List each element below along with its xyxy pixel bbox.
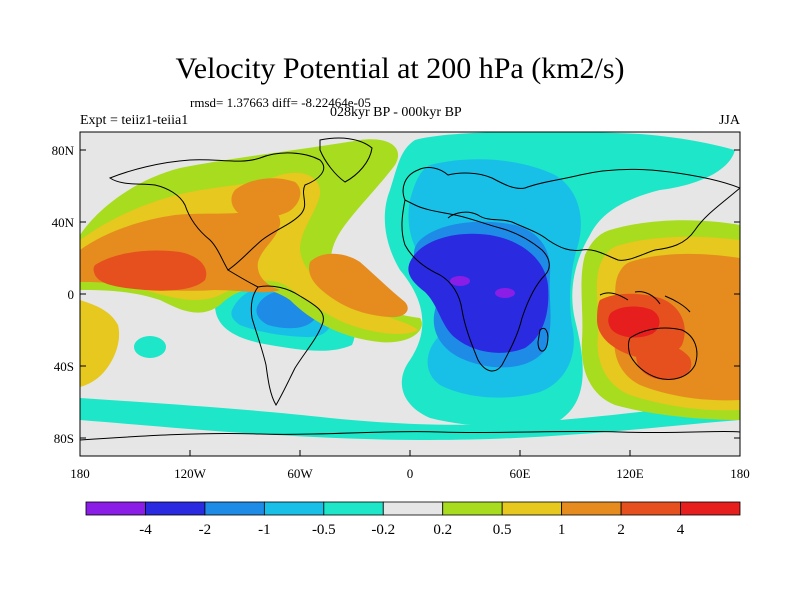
contour-yellow-west-pacific bbox=[80, 300, 120, 387]
lon-label-60w: 60W bbox=[287, 466, 313, 481]
colorbar-label-2: -1 bbox=[258, 522, 271, 538]
rmsd-diff-stats: rmsd= 1.37663 diff= -8.22464e-05 bbox=[190, 95, 371, 110]
coastline-greenland bbox=[319, 137, 373, 183]
colorbar-label-9: 4 bbox=[677, 522, 685, 538]
colorbar-swatch-5 bbox=[382, 501, 444, 516]
contour-purple-east bbox=[495, 288, 515, 298]
coastline-south-america bbox=[250, 285, 324, 406]
lat-label-80n: 80N bbox=[52, 143, 75, 158]
contour-teal-sw-pacific-patch bbox=[134, 336, 166, 358]
contour-red-core bbox=[608, 306, 660, 338]
latitude-ticks bbox=[80, 149, 740, 439]
colorbar-label-3: -0.5 bbox=[312, 522, 336, 538]
coastlines bbox=[80, 137, 740, 441]
colorbar-swatch-8 bbox=[561, 501, 622, 516]
colorbar: -4 -2 -1 -0.5 -0.2 0.2 0.5 1 2 4 bbox=[85, 501, 741, 538]
coastline-north-america bbox=[108, 152, 325, 271]
contour-field bbox=[80, 132, 740, 456]
lat-label-0: 0 bbox=[68, 287, 75, 302]
coastline-africa bbox=[401, 199, 550, 372]
colorbar-label-8: 2 bbox=[617, 522, 625, 538]
colorbar-swatch-3 bbox=[263, 501, 325, 516]
season-label: JJA bbox=[718, 113, 740, 128]
lon-label-120e: 120E bbox=[616, 466, 644, 481]
colorbar-swatch-6 bbox=[442, 501, 503, 516]
contour-redorange-australia bbox=[636, 343, 692, 380]
colorbar-label-6: 0.5 bbox=[493, 522, 512, 538]
lon-label-0: 0 bbox=[407, 466, 414, 481]
coastline-maritime-continent bbox=[599, 291, 691, 313]
contour-orange-north-america bbox=[231, 178, 301, 218]
contour-orange-tropical-atlantic bbox=[309, 253, 408, 318]
lon-label-60e: 60E bbox=[510, 466, 531, 481]
lon-label-120w: 120W bbox=[174, 466, 207, 481]
colorbar-label-0: -4 bbox=[139, 522, 152, 538]
figure-title: Velocity Potential at 200 hPa (km2/s) bbox=[175, 52, 625, 85]
colorbar-swatch-10 bbox=[680, 501, 741, 516]
colorbar-swatch-1 bbox=[145, 501, 206, 516]
contour-redorange-pacific bbox=[93, 250, 207, 291]
lon-label-180-east: 180 bbox=[730, 466, 750, 481]
coastline-asia bbox=[447, 187, 740, 261]
lat-label-40n: 40N bbox=[52, 215, 75, 230]
coastline-central-america bbox=[227, 269, 259, 288]
coastline-madagascar bbox=[537, 327, 549, 352]
experiment-label: Expt = teiiz1-teiia1 bbox=[80, 113, 189, 128]
colorbar-swatch-4 bbox=[323, 501, 384, 516]
colorbar-label-7: 1 bbox=[558, 522, 566, 538]
lat-label-80s: 80S bbox=[54, 431, 74, 446]
contour-darkblue-africa bbox=[408, 233, 549, 353]
colorbar-swatch-7 bbox=[501, 501, 563, 516]
coastline-antarctica bbox=[80, 430, 740, 441]
colorbar-swatch-0 bbox=[85, 501, 146, 516]
colorbar-label-4: -0.2 bbox=[371, 522, 395, 538]
coastline-europe bbox=[402, 167, 740, 201]
coastline-australia bbox=[628, 327, 698, 380]
contour-teal-southern-band bbox=[80, 398, 740, 440]
colorbar-label-1: -2 bbox=[199, 522, 212, 538]
colorbar-swatch-9 bbox=[620, 501, 681, 516]
colorbar-label-5: 0.2 bbox=[433, 522, 452, 538]
longitude-ticks bbox=[79, 450, 741, 456]
lat-label-40s: 40S bbox=[54, 359, 74, 374]
colorbar-swatch-2 bbox=[204, 501, 265, 516]
lon-label-180-west: 180 bbox=[70, 466, 90, 481]
period-label: 028kyr BP - 000kyr BP bbox=[330, 105, 462, 120]
contour-purple-west bbox=[450, 276, 470, 286]
